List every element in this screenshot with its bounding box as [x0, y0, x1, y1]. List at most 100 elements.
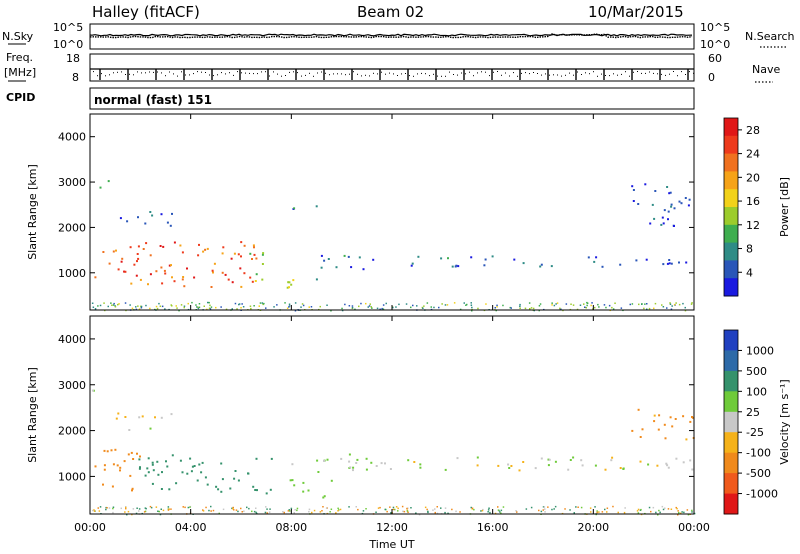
echo-cell — [644, 183, 647, 186]
echo-cell — [144, 510, 147, 513]
nave-dot — [685, 74, 686, 75]
echo-cell — [343, 254, 346, 257]
echo-cell — [405, 303, 408, 305]
echo-cell — [654, 302, 657, 305]
echo-cell — [684, 306, 686, 309]
nave-dot — [537, 73, 538, 74]
echo-cell — [482, 508, 484, 511]
nave-dot — [353, 71, 354, 73]
echo-cell — [237, 253, 240, 256]
echo-cell — [163, 269, 166, 272]
echo-cell — [249, 276, 252, 279]
echo-cell — [99, 506, 102, 508]
echo-cell — [335, 512, 337, 514]
echo-cell — [508, 467, 511, 469]
echo-cell — [673, 207, 676, 210]
echo-cell — [641, 428, 644, 431]
echo-cell — [689, 459, 692, 462]
echo-cell — [594, 506, 596, 508]
echo-cell — [139, 455, 141, 458]
echo-cell — [136, 507, 138, 509]
echo-cell — [286, 286, 289, 289]
echo-cell — [123, 460, 126, 463]
nave-dot — [241, 72, 242, 74]
echo-cell — [187, 506, 190, 509]
colorbar-segment — [724, 207, 738, 226]
echo-cell — [496, 306, 498, 308]
echo-cell — [266, 512, 268, 514]
echo-cell — [159, 305, 162, 307]
echo-cell — [590, 304, 592, 307]
echo-cell — [158, 302, 160, 305]
echo-cell — [289, 479, 292, 482]
echo-cell — [432, 509, 434, 511]
echo-cell — [233, 477, 236, 480]
echo-cell — [569, 509, 571, 511]
nave-dot — [441, 75, 442, 77]
echo-cell — [114, 306, 117, 308]
nsearch-tick-top: 10^5 — [700, 21, 730, 34]
nave-dot — [453, 74, 454, 75]
echo-cell — [320, 266, 323, 269]
echo-cell — [144, 222, 147, 225]
echo-cell — [691, 511, 693, 513]
nave-dot — [105, 75, 106, 77]
echo-cell — [240, 307, 242, 309]
nave-dot — [117, 71, 118, 73]
nave-dot — [381, 71, 382, 73]
echo-cell — [156, 307, 159, 310]
echo-cell — [209, 308, 212, 310]
echo-cell — [539, 265, 542, 268]
echo-cell — [294, 310, 297, 312]
echo-cell — [145, 507, 147, 510]
nave-dot — [581, 74, 582, 75]
echo-cell — [623, 511, 626, 514]
echo-cell — [261, 263, 264, 265]
echo-cell — [161, 471, 163, 474]
echo-cell — [124, 270, 127, 273]
echo-cell — [666, 186, 669, 188]
colorbar-tick-label: 8 — [746, 243, 753, 256]
echo-cell — [307, 489, 310, 492]
echo-cell — [236, 308, 238, 310]
echo-cell — [252, 485, 255, 488]
colorbar-label: Velocity [m s⁻¹] — [778, 379, 791, 464]
echo-cell — [142, 248, 145, 250]
echo-cell — [611, 306, 613, 309]
nave-dot — [489, 75, 490, 77]
echo-cell — [398, 303, 400, 306]
nave-dot — [657, 73, 658, 75]
echo-cell — [140, 305, 143, 308]
echo-cell — [160, 266, 163, 269]
echo-cell — [357, 508, 359, 511]
nave-dot — [165, 75, 166, 77]
echo-cell — [670, 203, 673, 206]
echo-cell — [617, 511, 619, 514]
echo-cell — [658, 414, 661, 417]
echo-cell — [186, 472, 189, 475]
echo-cell — [322, 506, 324, 508]
echo-cell — [266, 508, 268, 510]
echo-cell — [419, 463, 422, 466]
echo-cell — [434, 508, 436, 510]
echo-cell — [320, 254, 323, 257]
echo-cell — [193, 465, 196, 467]
echo-cell — [348, 305, 351, 307]
nave-dot — [649, 71, 650, 73]
freq-tick-top: 18 — [66, 52, 80, 65]
nave-dot — [137, 71, 138, 73]
nave-dot — [577, 71, 578, 73]
echo-cell — [565, 303, 568, 305]
echo-cell — [678, 200, 681, 203]
colorbar-frame — [723, 329, 739, 515]
echo-cell — [154, 416, 156, 419]
echo-cell — [354, 308, 356, 311]
echo-cell — [466, 303, 468, 306]
echo-cell — [352, 469, 354, 472]
echo-cell — [679, 512, 682, 515]
nave-dot — [469, 71, 470, 73]
nave-dot — [601, 73, 602, 75]
y-tick-label: 1000 — [58, 470, 86, 483]
echo-cell — [655, 511, 657, 514]
echo-cell — [124, 302, 127, 304]
